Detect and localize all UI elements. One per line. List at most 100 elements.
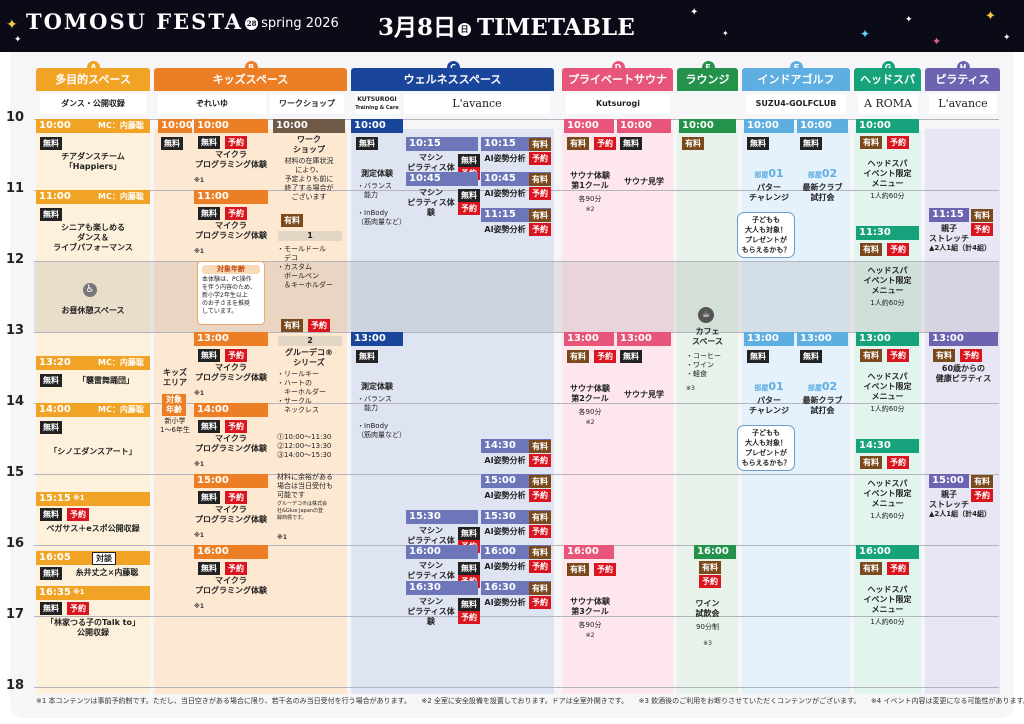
room-number: 02 <box>821 167 838 180</box>
mc-label: MC：内藤聡 <box>98 121 144 130</box>
paid-tag: 有料 <box>529 582 551 595</box>
event-shinoe: 「シノエダンスアート」 <box>49 447 137 456</box>
time-bar-d-3: 13:00 <box>564 332 614 346</box>
time-bar-a-1400: 14:00 <box>36 403 150 417</box>
paid-tag: 有料 <box>567 137 589 150</box>
event-sauna-tour: サウナ見学 <box>624 177 664 186</box>
age-note-title: 対象年齢 <box>202 265 260 274</box>
event-minecraft: マイクラ プログラミング体験 <box>195 505 267 524</box>
column-header-d: プライベートサウナ <box>562 68 673 91</box>
sauna-duration: 各90分 <box>578 195 602 203</box>
footnote-mark-3: ※3 <box>686 385 695 392</box>
event-logo: TOMOSU FESTA 28 spring 2026 <box>26 9 339 34</box>
time-bar-a-1320: 13:20 <box>36 356 150 370</box>
hour-label: 15 <box>6 465 25 480</box>
reserve-tag: 予約 <box>67 602 89 615</box>
reserve-tag: 予約 <box>529 596 551 609</box>
hour-label: 18 <box>6 678 25 693</box>
paid-tag: 有料 <box>529 138 551 151</box>
reserve-tag: 予約 <box>887 456 909 469</box>
paid-tag: 有料 <box>860 349 882 362</box>
sublabel-lavance-c: L'avance <box>404 94 550 114</box>
event-shurai: 「襲雷舞踊団」 <box>78 376 134 385</box>
event-pilates: マシン ピラティス体験 <box>407 597 455 626</box>
sparkle-icon: ✦ <box>860 27 871 41</box>
room-prefix: 部屋 <box>754 171 769 179</box>
sparkle-icon: ✦ <box>690 7 699 18</box>
event-pegasus: ペガサス＋eスポ公開収録 <box>46 524 140 533</box>
event-minecraft: マイクラ プログラミング体験 <box>195 221 267 240</box>
event-minecraft: マイクラ プログラミング体験 <box>195 434 267 453</box>
free-tag: 無料 <box>40 421 62 434</box>
time-bar-g-2: 11:30 <box>856 226 919 240</box>
event-sauna-course: サウナ体験 第1クール <box>570 171 610 190</box>
event-minecraft: マイクラ プログラミング体験 <box>195 363 267 382</box>
footnote-mark: ※1 <box>73 588 85 596</box>
prize-bubble: 子どもも 大人も対象！ プレゼントが もらえるかも？ <box>737 212 795 258</box>
sparkle-icon: ✦ <box>985 9 996 24</box>
sublabel-workshop: ワークショップ <box>270 94 344 114</box>
sparkle-icon: ✦ <box>905 15 913 25</box>
hour-line <box>34 119 999 120</box>
event-ai-posture: AI姿勢分析 <box>484 598 526 607</box>
event-pilates: マシン ピラティス体験 <box>407 188 455 217</box>
free-tag: 無料 <box>198 491 220 504</box>
workshop-items-2: ・リールキー ・ハートの キーホルダー ・サークル ネックレス <box>277 370 326 414</box>
event-sauna-course: サウナ体験 第2クール <box>570 384 610 403</box>
sublabel-lavance-h: L'avance <box>929 94 997 114</box>
time-bar-b-2: 11:00 <box>194 190 268 204</box>
age-range: 新小学 1〜6年生 <box>160 417 190 434</box>
free-tag: 無料 <box>40 137 62 150</box>
sparkle-icon: ✦ <box>1003 33 1011 43</box>
hour-line <box>34 687 999 688</box>
reserve-tag: 予約 <box>529 187 551 200</box>
free-tag: 無料 <box>800 137 822 150</box>
time-bar-e-1000: 10:00 <box>679 119 736 133</box>
reserve-tag: 予約 <box>594 137 616 150</box>
reserve-tag: 予約 <box>971 223 993 236</box>
reserve-tag: 予約 <box>887 562 909 575</box>
footnote-mark-2: ※2 <box>585 419 595 426</box>
paid-tag: 有料 <box>567 350 589 363</box>
room-number: 02 <box>821 380 838 393</box>
hour-line <box>34 261 999 262</box>
reserve-tag: 予約 <box>699 575 721 588</box>
reserve-tag: 予約 <box>529 454 551 467</box>
reserve-tag: 予約 <box>225 349 247 362</box>
hour-label: 12 <box>6 252 25 267</box>
free-tag: 無料 <box>800 350 822 363</box>
cafe-title: カフェ スペース <box>691 327 724 346</box>
reserve-tag: 予約 <box>458 611 480 624</box>
workshop-glue-title: グルーデコ® シリーズ <box>285 348 333 367</box>
time-bar-b-1: 10:00 <box>194 119 268 133</box>
time-bar-g-1: 10:00 <box>856 119 919 133</box>
event-senior-pilates: 60歳からの 健康ピラティス <box>935 364 992 383</box>
room-label: 部屋02 <box>797 167 848 180</box>
hour-label: 13 <box>6 323 25 338</box>
age-note-body: 本体験は、PC操作 を伴う内容のため、 新小学2年生以上 のお子さまを推奨 して… <box>202 276 257 315</box>
free-tag: 無料 <box>356 137 378 150</box>
title-text: TIMETABLE <box>477 14 635 41</box>
reserve-tag: 予約 <box>225 491 247 504</box>
sublabel-aroma: A ROMA <box>858 94 918 114</box>
time-bar-pilates: 16:30 <box>406 581 478 595</box>
reserve-tag: 予約 <box>594 350 616 363</box>
column-header-c: ウェルネススペース <box>351 68 554 91</box>
free-tag: 無料 <box>40 374 62 387</box>
hour-line <box>34 190 999 191</box>
time-bar-d-2: 10:00 <box>617 119 671 133</box>
event-sauna-course: サウナ体験 第3クール <box>570 597 610 616</box>
footnote-mark: ※1 <box>194 461 205 468</box>
sparkle-icon: ✦ <box>722 29 729 38</box>
reserve-tag: 予約 <box>225 562 247 575</box>
paid-tag: 有料 <box>281 214 303 227</box>
wine-duration: 90分制 <box>696 623 719 631</box>
paid-tag: 有料 <box>529 440 551 453</box>
headspa-duration: 1人約60分 <box>870 299 905 307</box>
event-senior-dance: シニアも楽しめる ダンス＆ ライブパフォーマンス <box>53 223 133 252</box>
footnote-mark: ※1 <box>194 603 205 610</box>
free-tag: 無料 <box>198 349 220 362</box>
time-bar-h-stretch: 11:15 <box>929 208 969 222</box>
free-tag: 無料 <box>40 567 62 580</box>
event-ai-posture: AI姿勢分析 <box>484 456 526 465</box>
